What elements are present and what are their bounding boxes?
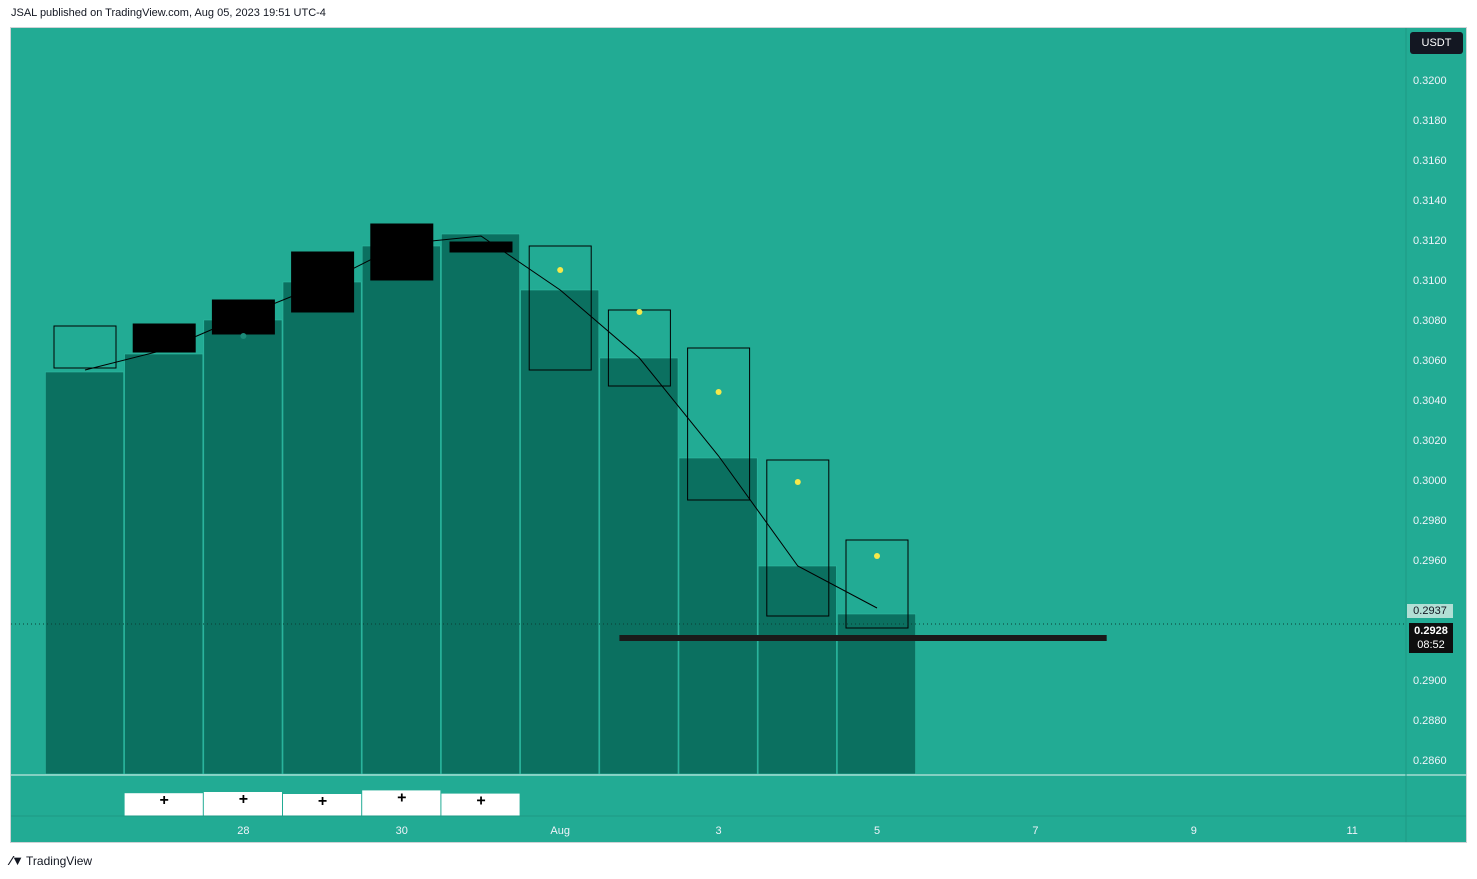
volume-bar — [599, 357, 679, 775]
lower-pane-bar — [283, 794, 362, 816]
chart-area[interactable]: + + + + +0.3200 0.3180 0.3160 0.3140 0.3120 0.310… — [10, 27, 1467, 843]
x-tick-label: 9 — [1191, 825, 1197, 837]
y-tick-label: 0.3160 — [1413, 155, 1447, 167]
x-tick-label: Aug — [550, 825, 570, 837]
y-tick-label: 0.3080 — [1413, 315, 1447, 327]
signal-dot — [636, 309, 643, 315]
x-tick-label: 11 — [1346, 825, 1357, 837]
candle — [766, 459, 830, 617]
lower-pane-bar — [362, 790, 441, 816]
volume-bar — [45, 371, 124, 775]
lower-pane-bar — [441, 793, 520, 816]
signal-dot — [240, 333, 247, 339]
plus-marker: + — [476, 793, 485, 810]
y-tick-label: 0.2980 — [1413, 515, 1447, 527]
price-chart[interactable]: + + + + +0.3200 0.3180 0.3160 0.3140 0.3120 0.310… — [11, 28, 1467, 843]
candle — [211, 299, 275, 335]
y-tick-label: 0.3200 — [1413, 75, 1447, 87]
volume-bar — [520, 289, 600, 775]
y-tick-label: 0.3100 — [1413, 275, 1447, 287]
publish-info: JSAL published on TradingView.com, Aug 0… — [11, 7, 326, 19]
bar-countdown: 08:52 — [1417, 639, 1445, 651]
tradingview-logo-icon: ⁄▼ — [10, 853, 24, 868]
candle — [53, 325, 117, 369]
x-tick-label: 28 — [237, 825, 249, 837]
candle — [528, 245, 592, 371]
volume-bar — [678, 457, 758, 775]
signal-dot — [715, 389, 722, 395]
volume-bar — [282, 281, 362, 775]
candle — [370, 223, 434, 281]
candle — [687, 347, 751, 501]
plus-marker: + — [160, 792, 169, 809]
candle — [132, 323, 196, 353]
plus-marker: + — [397, 789, 406, 806]
current-price-value: 0.2928 — [1414, 625, 1448, 637]
current-price-tag: 0.2928 08:52 — [1409, 623, 1453, 653]
tradingview-logo-text: TradingView — [26, 853, 93, 868]
lower-pane-bar — [124, 793, 203, 816]
y-tick-label: 0.3180 — [1413, 115, 1447, 127]
y-tick-label: 0.3040 — [1413, 395, 1447, 407]
y-tick-label: 0.2960 — [1413, 555, 1447, 567]
currency-button[interactable]: USDT — [1410, 32, 1463, 54]
volume-bar — [361, 245, 441, 775]
signal-dot — [557, 267, 564, 273]
tradingview-logo[interactable]: ⁄▼ TradingView — [10, 853, 92, 868]
volume-bar — [203, 319, 283, 775]
x-tick-label: 30 — [396, 825, 408, 837]
last-value-tag: 0.2937 — [1407, 604, 1453, 618]
plus-marker: + — [239, 791, 248, 808]
y-tick-label: 0.2860 — [1413, 755, 1447, 767]
y-tick-label: 0.3000 — [1413, 475, 1447, 487]
lower-pane-bar — [203, 792, 282, 816]
candle — [449, 241, 513, 253]
signal-dot — [874, 553, 880, 559]
x-tick-label: 5 — [874, 825, 880, 837]
candle — [845, 539, 909, 629]
x-tick-label: 3 — [716, 825, 722, 837]
y-tick-label: 0.3120 — [1413, 235, 1447, 247]
y-tick-label: 0.3020 — [1413, 435, 1447, 447]
x-tick-label: 7 — [1032, 825, 1038, 837]
y-tick-label: 0.2900 — [1413, 675, 1447, 687]
candle — [291, 251, 355, 313]
y-tick-label: 0.3060 — [1413, 355, 1447, 367]
signal-dot — [794, 479, 801, 485]
volume-bar — [441, 233, 520, 775]
y-tick-label: 0.3140 — [1413, 195, 1447, 207]
y-tick-label: 0.2880 — [1413, 715, 1447, 727]
volume-bar — [124, 353, 204, 775]
plus-marker: + — [318, 793, 327, 810]
volume-bar — [757, 565, 837, 775]
